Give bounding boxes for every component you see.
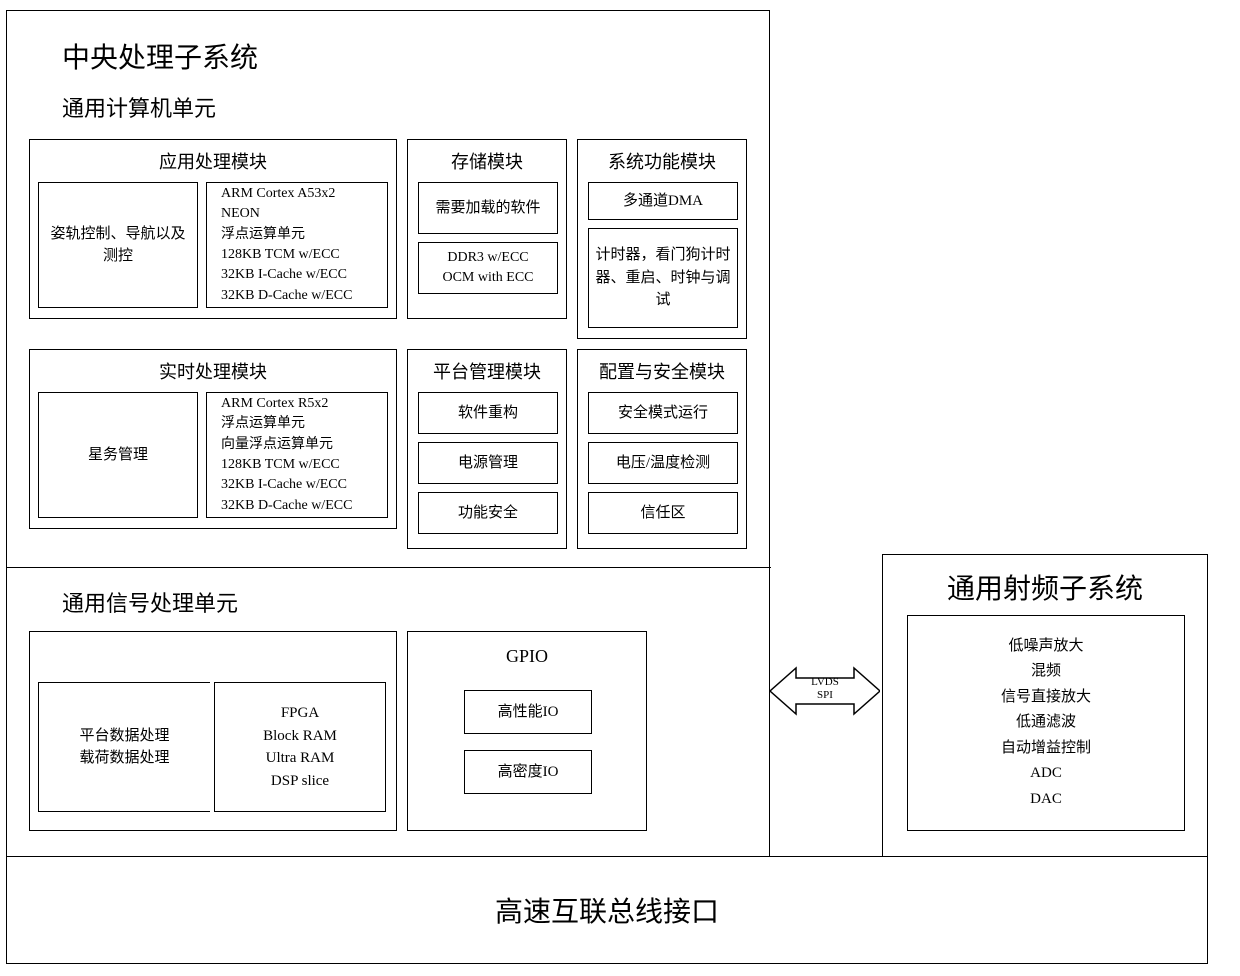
storage-row2-text: DDR3 w/ECC OCM with ECC (442, 248, 533, 289)
rf-body: 低噪声放大 混频 信号直接放大 低通滤波 自动增益控制 ADC DAC (907, 615, 1185, 831)
rt-module-left: 星务管理 (38, 392, 198, 518)
security-row1: 安全模式运行 (588, 392, 738, 434)
storage-row2: DDR3 w/ECC OCM with ECC (418, 242, 558, 294)
rf-body-text: 低噪声放大 混频 信号直接放大 低通滤波 自动增益控制 ADC DAC (1001, 634, 1091, 813)
platform-row2: 电源管理 (418, 442, 558, 484)
security-row2-text: 电压/温度检测 (616, 452, 710, 475)
signal-col2-text: FPGA Block RAM Ultra RAM DSP slice (263, 702, 337, 792)
storage-row1-text: 需要加载的软件 (435, 197, 540, 220)
rf-subsystem: 通用射频子系统 低噪声放大 混频 信号直接放大 低通滤波 自动增益控制 ADC … (882, 554, 1208, 856)
app-module-right-text: ARM Cortex A53x2 NEON 浮点运算单元 128KB TCM w… (211, 184, 383, 306)
platform-module-title: 平台管理模块 (408, 350, 566, 392)
sysfunc-module: 系统功能模块 多通道DMA 计时器，看门狗计时器、重启、时钟与调试 (577, 139, 747, 339)
storage-module-title: 存储模块 (408, 140, 566, 182)
app-module-left: 姿轨控制、导航以及测控 (38, 182, 198, 308)
signal-col1-text: 平台数据处理 载荷数据处理 (79, 725, 169, 770)
gpio-row2-text: 高密度IO (498, 761, 559, 784)
platform-row1: 软件重构 (418, 392, 558, 434)
arrow-label: LVDS SPI (796, 676, 854, 702)
rt-module-right-text: ARM Cortex R5x2 浮点运算单元 向量浮点运算单元 128KB TC… (211, 394, 383, 516)
sysfunc-row2-text: 计时器，看门狗计时器、重启、时钟与调试 (595, 244, 731, 312)
bus-title: 高速互联总线接口 (495, 890, 719, 930)
app-module-right: ARM Cortex A53x2 NEON 浮点运算单元 128KB TCM w… (206, 182, 388, 308)
sysfunc-row2: 计时器，看门狗计时器、重启、时钟与调试 (588, 228, 738, 328)
security-row2: 电压/温度检测 (588, 442, 738, 484)
platform-row2-text: 电源管理 (458, 452, 518, 475)
divider-line (7, 567, 771, 568)
rt-module-title: 实时处理模块 (30, 350, 396, 392)
rt-module-left-text: 星务管理 (88, 444, 148, 467)
platform-module: 平台管理模块 软件重构 电源管理 功能安全 (407, 349, 567, 549)
gp-unit-title: 通用计算机单元 (62, 91, 216, 123)
storage-row1: 需要加载的软件 (418, 182, 558, 234)
signal-col2: FPGA Block RAM Ultra RAM DSP slice (214, 682, 386, 812)
signal-unit-title: 通用信号处理单元 (62, 586, 238, 618)
gpio-row1: 高性能IO (464, 690, 592, 734)
security-row3: 信任区 (588, 492, 738, 534)
sysfunc-row1-text: 多通道DMA (623, 190, 703, 213)
app-module: 应用处理模块 姿轨控制、导航以及测控 ARM Cortex A53x2 NEON… (29, 139, 397, 319)
signal-col1: 平台数据处理 载荷数据处理 (38, 682, 210, 812)
security-module-title: 配置与安全模块 (578, 350, 746, 392)
gpio-title: GPIO (408, 632, 646, 677)
sysfunc-module-title: 系统功能模块 (578, 140, 746, 182)
storage-module: 存储模块 需要加载的软件 DDR3 w/ECC OCM with ECC (407, 139, 567, 319)
security-row1-text: 安全模式运行 (618, 402, 708, 425)
platform-row1-text: 软件重构 (458, 402, 518, 425)
central-subsystem: 中央处理子系统 通用计算机单元 应用处理模块 姿轨控制、导航以及测控 ARM C… (6, 10, 770, 856)
rt-module: 实时处理模块 星务管理 ARM Cortex R5x2 浮点运算单元 向量浮点运… (29, 349, 397, 529)
app-module-title: 应用处理模块 (30, 140, 396, 182)
gpio-row2: 高密度IO (464, 750, 592, 794)
rt-module-right: ARM Cortex R5x2 浮点运算单元 向量浮点运算单元 128KB TC… (206, 392, 388, 518)
rf-title: 通用射频子系统 (883, 555, 1207, 619)
platform-row3: 功能安全 (418, 492, 558, 534)
security-module: 配置与安全模块 安全模式运行 电压/温度检测 信任区 (577, 349, 747, 549)
bus-interface: 高速互联总线接口 (6, 856, 1208, 964)
security-row3-text: 信任区 (640, 502, 685, 525)
app-module-left-text: 姿轨控制、导航以及测控 (45, 223, 191, 268)
gpio-block: GPIO 高性能IO 高密度IO (407, 631, 647, 831)
signal-left-block: 平台数据处理 载荷数据处理 FPGA Block RAM Ultra RAM D… (29, 631, 397, 831)
central-title: 中央处理子系统 (62, 36, 258, 76)
platform-row3-text: 功能安全 (458, 502, 518, 525)
sysfunc-row1: 多通道DMA (588, 182, 738, 220)
gpio-row1-text: 高性能IO (498, 701, 559, 724)
